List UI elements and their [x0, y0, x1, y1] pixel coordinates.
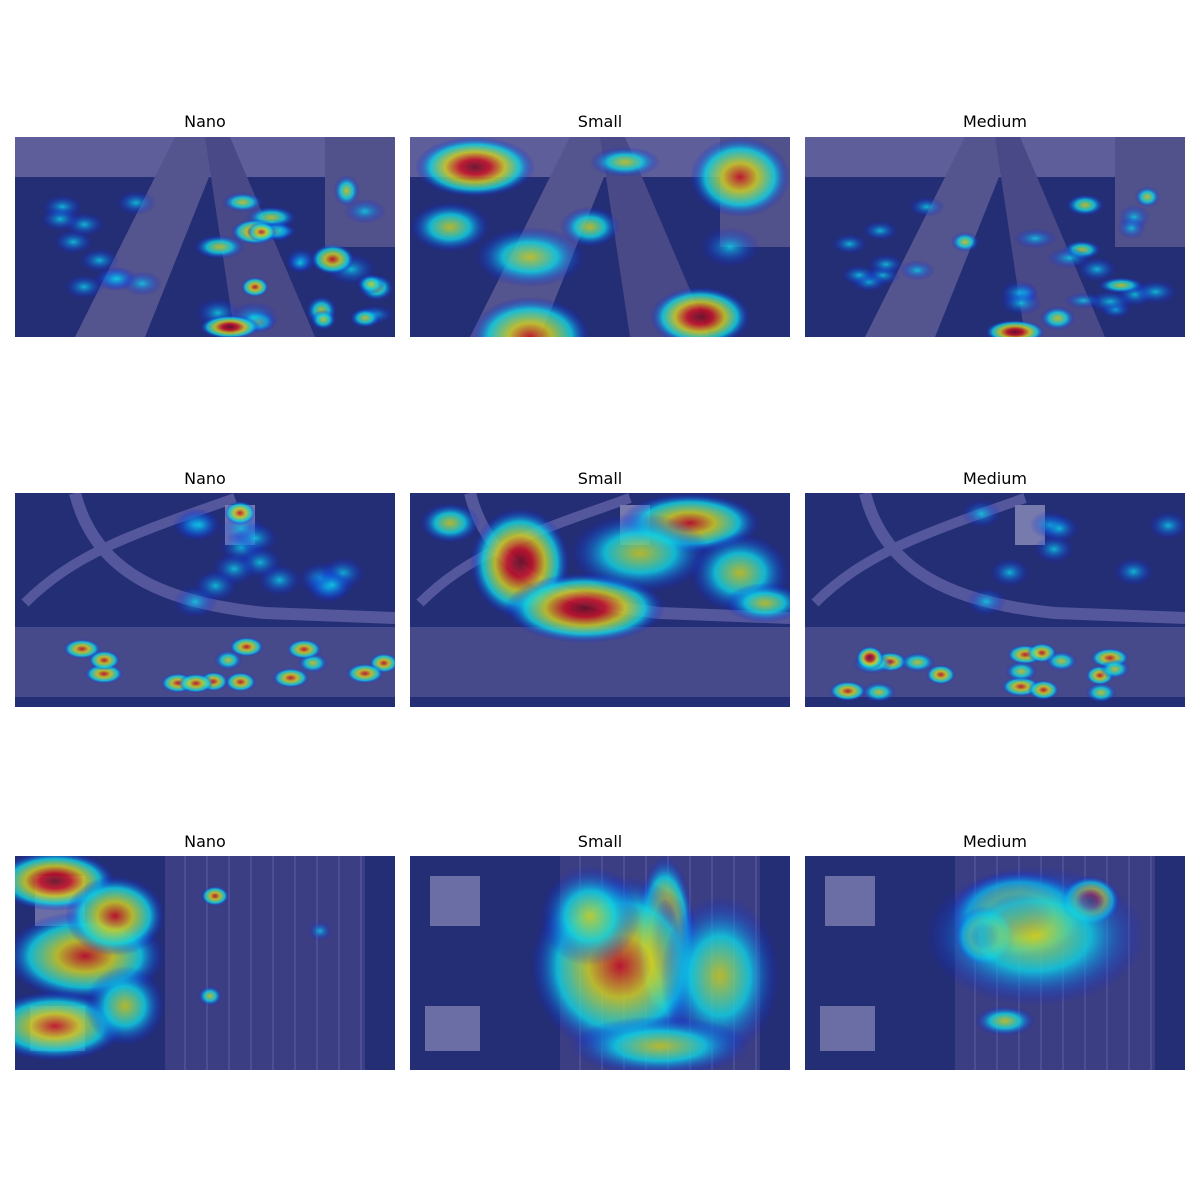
panel-r3-medium: Medium: [805, 832, 1185, 1070]
panel-title: Nano: [184, 469, 226, 488]
panel-r2-medium: Medium: [805, 469, 1185, 707]
heatmap-image: [410, 137, 790, 337]
heatmap-image: [15, 856, 395, 1070]
heatmap-image: [15, 493, 395, 707]
panel-r1-small: Small: [410, 112, 790, 337]
panel-title: Medium: [963, 112, 1027, 131]
panel-title: Nano: [184, 832, 226, 851]
panel-r3-nano: Nano: [15, 832, 395, 1070]
heatmap-image: [805, 856, 1185, 1070]
panel-r1-medium: Medium: [805, 112, 1185, 337]
heatmap-image: [805, 137, 1185, 337]
panel-r2-nano: Nano: [15, 469, 395, 707]
panel-r2-small: Small: [410, 469, 790, 707]
panel-title: Small: [577, 112, 623, 131]
panel-title: Nano: [184, 112, 226, 131]
heatmap-image: [410, 856, 790, 1070]
panel-title: Small: [577, 832, 623, 851]
panel-r1-nano: Nano: [15, 112, 395, 337]
heatmap-image: [15, 137, 395, 337]
panel-r3-small: Small: [410, 832, 790, 1070]
heatmap-image: [410, 493, 790, 707]
panel-title: Small: [577, 469, 623, 488]
panel-title: Medium: [963, 469, 1027, 488]
heatmap-image: [805, 493, 1185, 707]
panel-title: Medium: [963, 832, 1027, 851]
